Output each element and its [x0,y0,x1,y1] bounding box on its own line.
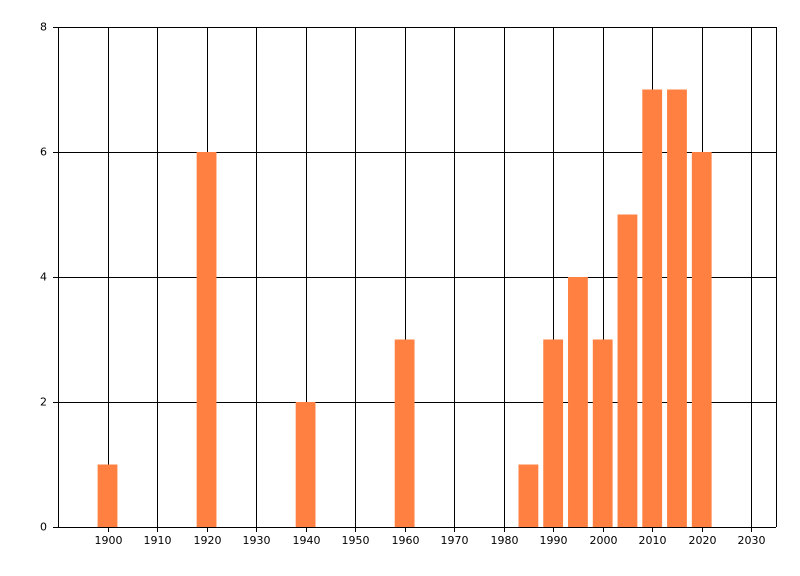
x-tick-label: 2010 [639,534,667,547]
x-tick-label: 2020 [689,534,717,547]
x-tick-label: 1950 [342,534,370,547]
x-tick-label: 1980 [491,534,519,547]
x-tick-label: 1970 [441,534,469,547]
x-tick-label: 2030 [738,534,766,547]
x-tick-label: 1940 [293,534,321,547]
bar [691,152,712,527]
bar [592,339,613,527]
bar [617,214,638,527]
bar [295,402,316,527]
x-tick-label: 2000 [590,534,618,547]
bar [667,89,687,527]
bar [518,464,539,527]
y-tick-label: 0 [40,521,47,534]
bar [394,339,415,527]
bar [97,464,118,527]
y-tick-label: 6 [40,146,47,159]
x-tick-label: 1960 [392,534,420,547]
y-tick-label: 2 [40,396,47,409]
bar [196,152,217,527]
x-tick-label: 1900 [95,534,123,547]
bar [568,277,588,527]
x-tick-label: 1930 [243,534,271,547]
y-tick-label: 4 [40,271,47,284]
bar [642,89,663,527]
bar [543,339,564,527]
x-tick-label: 1910 [144,534,172,547]
x-tick-label: 1920 [194,534,222,547]
y-tick-label: 8 [40,21,47,34]
x-tick-label: 1990 [540,534,568,547]
